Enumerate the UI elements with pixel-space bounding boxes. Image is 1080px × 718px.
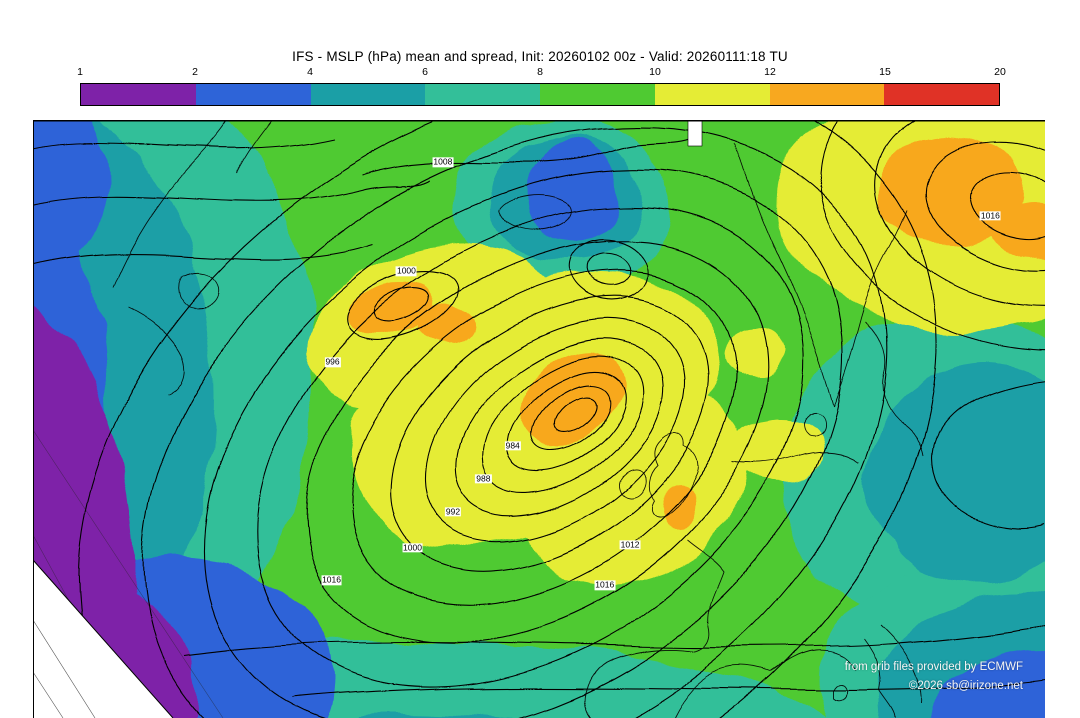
colorbar-tick: 8 [537, 66, 543, 78]
colorbar-segment [195, 84, 311, 105]
spread-field [33, 120, 1045, 718]
colorbar-tick: 1 [77, 66, 83, 78]
colorbar-segment [769, 84, 885, 105]
map-area: 1008 1016 1000 996 984 988 992 1000 1012 1016 1016… [33, 120, 1045, 718]
credits: from grib files provided by ECMWF ©2026 … [845, 658, 1023, 696]
colorbar-segment [884, 84, 999, 105]
colorbar-tick: 2 [192, 66, 198, 78]
colorbar-tick: 15 [879, 66, 891, 78]
coastlines [112, 120, 924, 718]
isobars [33, 120, 1045, 718]
colorbar-tick: 10 [649, 66, 661, 78]
credit-ecmwf: from grib files provided by ECMWF [844, 661, 1023, 673]
colorbar-segment [654, 84, 770, 105]
chart-title: IFS - MSLP (hPa) mean and spread, Init: … [292, 49, 788, 64]
pressure-map-svg [33, 120, 1045, 718]
data-gap-notch [687, 120, 703, 147]
colorbar [80, 83, 1000, 106]
colorbar-segments [81, 84, 999, 105]
colorbar-tick: 12 [764, 66, 776, 78]
map-frame [33, 120, 1045, 718]
colorbar-tick: 20 [994, 66, 1006, 78]
colorbar-segment [81, 84, 196, 105]
colorbar-ticks: 1 2 4 6 8 10 12 15 20 [77, 66, 1006, 80]
graticule [33, 429, 224, 718]
colorbar-segment [310, 84, 426, 105]
colorbar-tick: 6 [422, 66, 428, 78]
credit-author: ©2026 sb@irizone.net [908, 679, 1023, 692]
colorbar-segment [540, 84, 655, 105]
colorbar-segment [425, 84, 540, 105]
colorbar-tick: 4 [307, 66, 313, 78]
